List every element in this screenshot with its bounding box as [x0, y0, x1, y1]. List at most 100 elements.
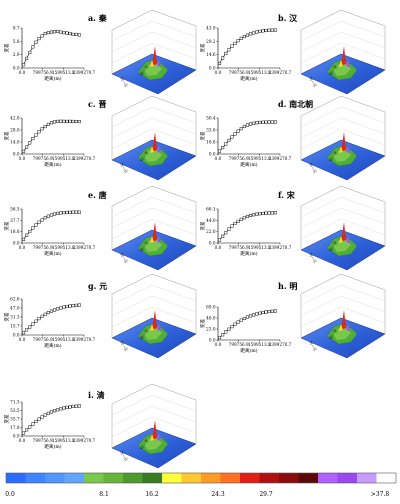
data-point	[22, 63, 26, 67]
surface-grid-line	[151, 106, 197, 124]
y-tick-label: 2.9	[13, 52, 20, 57]
surface-axis-label-ns: N—S	[308, 252, 318, 264]
surface-grid-line	[340, 117, 386, 135]
y-axis-label: 变差	[199, 319, 206, 329]
x-tick-label: 2399270.7	[73, 70, 96, 75]
surface-axis-label-ns: N—S	[308, 76, 318, 88]
data-point	[258, 120, 262, 124]
y-tick-label: 71.3	[10, 400, 20, 405]
x-tick-label: 0.0	[19, 70, 26, 75]
surface-grid-line	[300, 306, 342, 328]
surface-peak-yellow	[150, 60, 154, 67]
surface-grid-line	[151, 284, 197, 302]
surface-peak-yellow	[339, 146, 343, 153]
y-tick-label: 0.0	[209, 241, 216, 246]
data-point	[264, 211, 268, 215]
data-point	[233, 41, 237, 45]
y-tick-label: 33.6	[206, 128, 216, 133]
y-tick-label: 14.6	[206, 52, 216, 57]
y-tick-label: 31.3	[10, 315, 20, 320]
panel-title: e. 唐	[88, 190, 107, 200]
data-point	[53, 212, 57, 216]
data-point	[71, 404, 75, 408]
data-point	[71, 32, 75, 36]
y-tick-label: 15.7	[10, 323, 20, 328]
colorbar-swatch	[103, 473, 124, 483]
data-point	[249, 213, 253, 218]
x-tick-label: 1599513.8	[248, 342, 271, 347]
data-point	[273, 211, 277, 215]
surface-axis-label-we: W—E	[328, 64, 339, 76]
data-point	[28, 425, 32, 429]
y-tick-label: 16.8	[206, 140, 216, 145]
surface-peak	[152, 222, 157, 242]
data-point	[261, 29, 265, 33]
x-tick-label: 0.0	[19, 337, 26, 342]
x-tick-label: 2399270.7	[73, 438, 96, 443]
data-point	[74, 404, 78, 408]
data-point	[239, 318, 243, 322]
data-point	[46, 411, 50, 415]
y-tick-label: 17.8	[10, 425, 20, 430]
y-tick-label: 0.0	[13, 152, 20, 157]
panel-title: b. 汉	[278, 13, 298, 23]
data-point	[218, 238, 222, 242]
surface-peak	[152, 420, 157, 440]
y-tick-label: 0.0	[209, 66, 216, 71]
x-axis-label: 距离(m)	[44, 250, 61, 257]
surface-grid-line	[111, 117, 153, 139]
colorbar-swatch	[279, 473, 299, 483]
data-point	[245, 33, 249, 37]
colorbar-tick-label: >37.8	[371, 491, 390, 498]
x-axis-label: 距离(m)	[240, 75, 257, 82]
colorbar-tick-label: 16.2	[145, 491, 159, 498]
x-tick-label: 2399270.7	[269, 342, 292, 347]
colorbar-swatch	[64, 473, 85, 483]
colorbar-swatch	[6, 473, 26, 483]
data-point	[37, 130, 41, 134]
x-tick-label: 0.0	[19, 245, 26, 250]
x-tick-label: 1599513.8	[52, 337, 75, 342]
data-point	[25, 428, 29, 432]
data-point	[68, 210, 72, 214]
data-point	[218, 149, 222, 153]
surface-peak	[341, 222, 346, 242]
trend-surface-3d: N—S W—E	[300, 95, 386, 181]
x-tick-label: 2399270.7	[73, 156, 96, 161]
y-tick-label: 0.0	[209, 338, 216, 343]
data-point	[25, 233, 29, 237]
surface-grid-line	[300, 196, 342, 218]
data-point	[22, 237, 26, 241]
x-tick-label: 799756.9	[229, 156, 249, 161]
data-point	[230, 44, 234, 48]
data-point	[249, 122, 253, 126]
surface-grid-line	[151, 405, 197, 423]
colorbar-frame	[5, 472, 397, 484]
trend-surface-3d: N—S W—E	[111, 9, 197, 95]
data-point	[239, 217, 243, 221]
data-point	[224, 330, 228, 334]
surface-axis-label-ns: N—S	[119, 252, 129, 264]
x-axis-label: 距离(m)	[240, 250, 257, 257]
data-point	[68, 31, 72, 36]
x-tick-label: 799756.9	[33, 156, 53, 161]
surface-hill-top	[144, 240, 162, 252]
colorbar-swatch	[259, 473, 280, 483]
surface-hill-top	[144, 328, 162, 340]
surface-grid-line	[111, 106, 153, 128]
x-tick-label: 0.0	[215, 245, 222, 250]
data-point	[233, 132, 237, 136]
data-point	[22, 149, 26, 153]
data-point	[255, 312, 259, 316]
data-point	[71, 210, 75, 214]
panel-title: d. 南北朝	[278, 99, 313, 109]
surface-peak-yellow	[339, 236, 343, 243]
colorbar-swatch	[337, 473, 358, 483]
surface-grid-line	[151, 207, 197, 225]
surface-axis-label-we: W—E	[328, 240, 339, 252]
data-point	[224, 231, 228, 235]
